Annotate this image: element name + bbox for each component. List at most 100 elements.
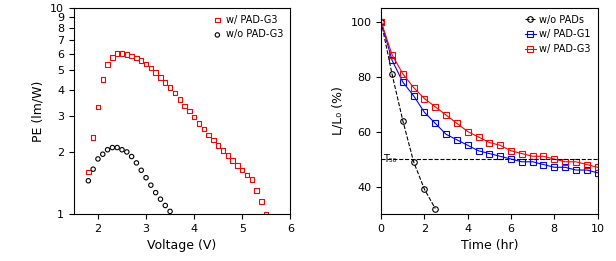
w/ PAD-G3	[88, 135, 98, 140]
w/ PAD-G3	[378, 20, 385, 23]
w/ PAD-G3	[165, 86, 175, 90]
w/ PAD-G1	[518, 160, 525, 163]
w/ PAD-G3	[228, 158, 238, 163]
w/ PAD-G1	[485, 152, 493, 155]
X-axis label: Time (hr): Time (hr)	[461, 239, 518, 252]
w/ PAD-G3	[136, 58, 146, 63]
w/ PAD-G3	[127, 54, 137, 58]
w/ PAD-G3	[131, 56, 141, 60]
w/ PAD-G3	[453, 122, 461, 125]
w/o PADs	[388, 72, 395, 75]
w/ PAD-G3	[261, 212, 271, 216]
w/ PAD-G1	[496, 155, 504, 158]
w/ PAD-G3	[496, 144, 504, 147]
w/o PADs	[432, 207, 439, 210]
w/ PAD-G3	[103, 63, 113, 67]
w/ PAD-G1	[529, 160, 537, 163]
w/ PAD-G3	[170, 91, 180, 95]
w/o PADs	[421, 188, 428, 191]
w/ PAD-G3	[151, 70, 161, 75]
w/ PAD-G3	[485, 141, 493, 144]
w/ PAD-G3	[256, 199, 266, 204]
w/ PAD-G1	[464, 144, 471, 147]
w/o PAD-G3	[127, 155, 137, 159]
Line: w/o PADs: w/o PADs	[378, 19, 438, 211]
w/ PAD-G3	[141, 62, 151, 66]
w/o PADs	[410, 160, 417, 163]
w/ PAD-G3	[223, 153, 233, 158]
w/ PAD-G3	[184, 109, 194, 113]
w/o PADs	[378, 20, 385, 23]
w/ PAD-G3	[194, 121, 204, 126]
w/o PAD-G3	[88, 167, 98, 171]
w/ PAD-G1	[378, 20, 385, 23]
w/ PAD-G3	[160, 80, 170, 85]
w/ PAD-G3	[594, 166, 601, 169]
w/ PAD-G3	[583, 163, 590, 166]
w/o PAD-G3	[83, 179, 93, 183]
w/o PAD-G3	[151, 191, 161, 195]
Legend: w/o PADs, w/ PAD-G1, w/ PAD-G3: w/o PADs, w/ PAD-G1, w/ PAD-G3	[523, 13, 593, 56]
w/ PAD-G1	[551, 166, 558, 169]
Line: w/ PAD-G1: w/ PAD-G1	[378, 19, 601, 176]
w/ PAD-G3	[83, 170, 93, 174]
X-axis label: Voltage (V): Voltage (V)	[147, 239, 217, 252]
Y-axis label: PE (lm/W): PE (lm/W)	[31, 80, 44, 142]
w/ PAD-G3	[122, 52, 132, 56]
w/o PAD-G3	[112, 145, 122, 150]
w/ PAD-G3	[252, 188, 262, 193]
w/o PAD-G3	[131, 161, 141, 165]
w/ PAD-G3	[475, 135, 482, 139]
w/ PAD-G3	[107, 55, 117, 60]
w/ PAD-G1	[583, 168, 590, 171]
w/ PAD-G3	[112, 51, 122, 56]
w/ PAD-G3	[93, 105, 103, 109]
w/o PAD-G3	[160, 203, 170, 207]
w/ PAD-G3	[208, 138, 218, 142]
w/ PAD-G1	[540, 163, 547, 166]
Y-axis label: L/L₀ (%): L/L₀ (%)	[332, 86, 345, 135]
w/ PAD-G3	[464, 130, 471, 133]
w/ PAD-G3	[551, 157, 558, 161]
w/ PAD-G1	[453, 138, 461, 141]
w/ PAD-G3	[146, 66, 156, 70]
w/o PAD-G3	[122, 150, 132, 154]
w/ PAD-G3	[213, 143, 223, 147]
w/ PAD-G3	[242, 173, 252, 177]
w/ PAD-G1	[572, 168, 580, 171]
w/ PAD-G3	[508, 149, 515, 152]
Text: T₅₀: T₅₀	[383, 154, 397, 164]
w/o PAD-G3	[98, 152, 108, 156]
w/ PAD-G3	[237, 168, 247, 172]
w/ PAD-G3	[410, 86, 417, 89]
w/ PAD-G3	[204, 133, 214, 137]
w/ PAD-G3	[98, 77, 108, 81]
w/ PAD-G3	[572, 160, 580, 163]
w/ PAD-G3	[117, 51, 127, 56]
w/ PAD-G1	[442, 133, 450, 136]
w/ PAD-G3	[421, 97, 428, 100]
w/ PAD-G3	[518, 152, 525, 155]
w/o PAD-G3	[141, 176, 151, 180]
w/ PAD-G1	[410, 94, 417, 97]
w/ PAD-G1	[421, 111, 428, 114]
w/ PAD-G3	[218, 149, 228, 153]
w/ PAD-G3	[232, 163, 242, 168]
Legend: w/ PAD-G3, w/o PAD-G3: w/ PAD-G3, w/o PAD-G3	[209, 13, 285, 41]
w/ PAD-G3	[561, 160, 569, 163]
w/o PADs	[399, 119, 407, 122]
w/o PAD-G3	[146, 183, 156, 187]
w/o PAD-G3	[93, 157, 103, 161]
w/ PAD-G3	[175, 97, 185, 102]
w/ PAD-G1	[561, 166, 569, 169]
w/ PAD-G3	[540, 155, 547, 158]
w/ PAD-G1	[399, 80, 407, 84]
w/ PAD-G1	[475, 149, 482, 152]
w/ PAD-G3	[432, 105, 439, 108]
w/o PAD-G3	[136, 168, 146, 172]
w/ PAD-G3	[189, 115, 199, 119]
w/ PAD-G1	[594, 171, 601, 174]
w/ PAD-G1	[432, 122, 439, 125]
w/ PAD-G3	[388, 53, 395, 56]
w/ PAD-G3	[155, 75, 165, 79]
